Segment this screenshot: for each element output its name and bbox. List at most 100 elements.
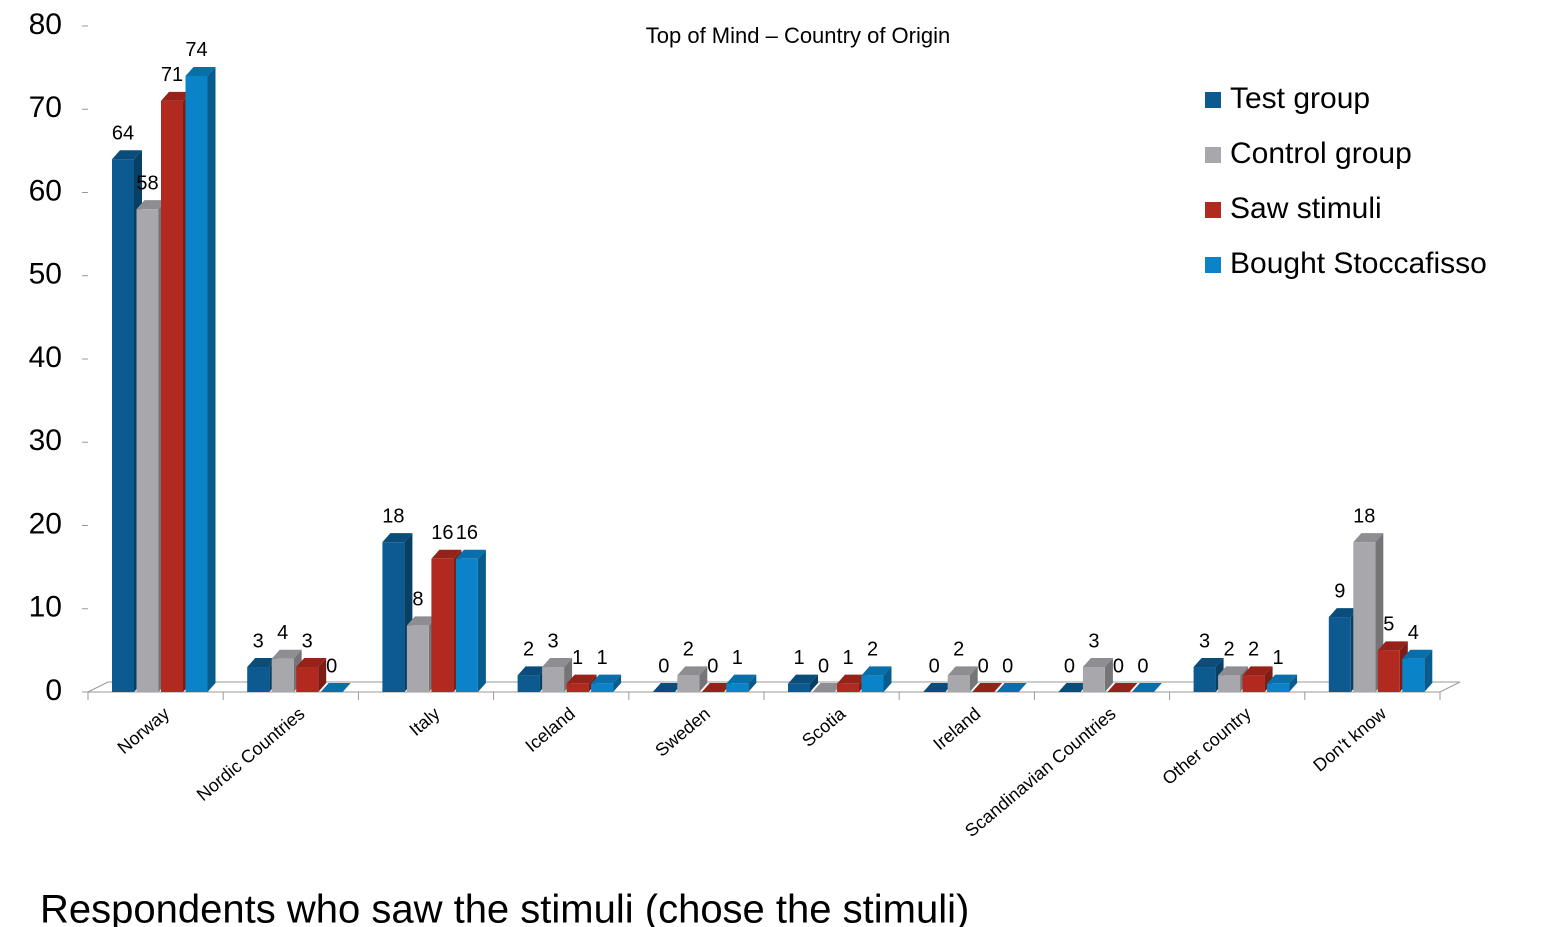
data-label: 3 — [253, 630, 264, 652]
bar-top — [812, 683, 843, 692]
data-label: 1 — [842, 647, 853, 669]
footer-text: Respondents who saw the stimuli (chose t… — [40, 888, 969, 927]
x-tick-label: Nordic Countries — [193, 703, 309, 804]
x-tick-label: Other country — [1158, 703, 1254, 788]
data-label: 1 — [572, 647, 583, 669]
bar-top — [247, 658, 278, 668]
bar-top — [517, 666, 548, 676]
bar-top — [112, 150, 142, 160]
x-tick-label: Don't know — [1309, 703, 1390, 776]
bar-top — [320, 683, 351, 692]
data-label: 18 — [1353, 505, 1375, 527]
bar — [1242, 675, 1265, 692]
data-label: 3 — [1199, 630, 1210, 652]
bar — [431, 558, 454, 692]
bar — [591, 683, 614, 692]
data-label: 5 — [1383, 614, 1394, 636]
bar — [1267, 683, 1290, 692]
data-label: 2 — [1248, 639, 1259, 661]
y-tick-label: 30 — [29, 424, 62, 457]
bar — [1193, 667, 1216, 692]
data-label: 4 — [1408, 622, 1419, 644]
bar — [1353, 542, 1376, 692]
bar — [1402, 658, 1425, 692]
bar-top — [271, 649, 302, 659]
bar-side — [1424, 649, 1433, 692]
data-label: 2 — [1224, 639, 1235, 661]
data-label: 4 — [277, 622, 288, 644]
y-tick-label: 20 — [29, 507, 62, 540]
x-tick-label: Norway — [114, 703, 174, 758]
legend-label: Bought Stoccafisso — [1230, 247, 1487, 280]
bar — [136, 209, 159, 692]
bar-side — [699, 666, 708, 692]
data-label: 0 — [1064, 655, 1075, 677]
bar-side — [969, 666, 978, 692]
bar-side — [318, 658, 327, 692]
bar-side — [613, 674, 622, 692]
bar-side — [1264, 666, 1273, 692]
data-label: 0 — [326, 655, 337, 677]
data-label: 58 — [136, 172, 158, 194]
legend-swatch — [1205, 257, 1221, 273]
bar-top — [1058, 683, 1089, 692]
data-label: 0 — [929, 655, 940, 677]
data-label: 2 — [683, 639, 694, 661]
bar — [247, 667, 270, 692]
bar-top — [1377, 641, 1408, 651]
bar-top — [861, 666, 892, 676]
bar — [382, 542, 405, 692]
bar-top — [431, 549, 462, 559]
y-tick-label: 70 — [29, 91, 62, 124]
data-label: 1 — [597, 647, 608, 669]
bar-top — [996, 683, 1027, 692]
data-label: 0 — [818, 655, 829, 677]
bar — [185, 75, 208, 692]
bar — [837, 683, 859, 692]
bar-top — [1353, 533, 1384, 543]
bar-top — [972, 683, 1003, 692]
data-label: 64 — [112, 122, 134, 144]
bar-top — [136, 200, 167, 210]
bar — [161, 100, 183, 693]
data-label: 0 — [707, 655, 718, 677]
bar-side — [1289, 674, 1298, 692]
bar-top — [652, 683, 683, 692]
chart-title: Top of Mind – Country of Origin — [646, 23, 950, 48]
data-label: 0 — [1137, 655, 1148, 677]
bar-top — [542, 658, 573, 668]
bar-top — [1193, 658, 1224, 668]
bar-top — [923, 683, 954, 692]
bar-top — [1267, 674, 1298, 684]
bar-side — [207, 66, 216, 692]
legend-swatch — [1205, 147, 1221, 163]
data-label: 0 — [1002, 655, 1013, 677]
x-tick-label: Scandinavian Countries — [961, 703, 1119, 841]
bar-top — [185, 66, 216, 76]
data-label: 0 — [1113, 655, 1124, 677]
data-label: 2 — [523, 639, 534, 661]
bar-side — [477, 549, 486, 692]
x-tick-label: Iceland — [522, 703, 579, 756]
bar — [455, 558, 478, 692]
data-label: 16 — [456, 522, 478, 544]
bar — [1218, 675, 1241, 692]
bar — [1377, 650, 1400, 692]
bar — [1082, 667, 1105, 692]
legend-label: Test group — [1230, 82, 1370, 115]
data-label: 16 — [431, 522, 453, 544]
bar-top — [1402, 649, 1433, 659]
data-label: 18 — [382, 505, 404, 527]
x-tick-label: Italy — [405, 703, 443, 740]
legend-label: Saw stimuli — [1230, 192, 1382, 225]
bar-top — [1107, 683, 1138, 692]
bar-top — [788, 674, 818, 684]
bar-side — [810, 674, 818, 692]
bar-top — [455, 549, 486, 559]
bar-top — [296, 658, 327, 668]
bar-top — [837, 674, 867, 684]
bar-top — [1082, 658, 1113, 668]
bar-top — [947, 666, 978, 676]
bar — [1328, 617, 1351, 692]
bar-top — [566, 674, 597, 684]
